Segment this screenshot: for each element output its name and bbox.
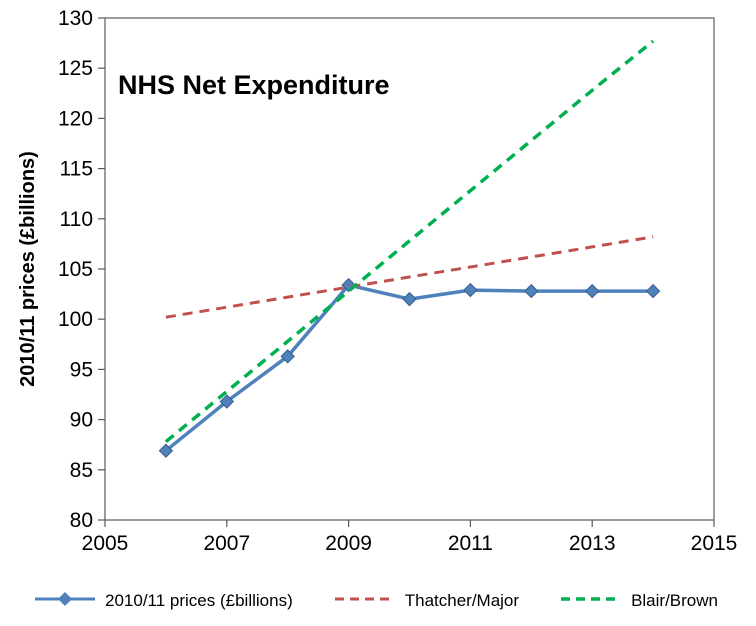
y-tick-label: 120 [58, 107, 93, 130]
x-tick-label: 2009 [325, 532, 372, 555]
series-marker-diamond [219, 394, 235, 409]
legend-label-prices: 2010/11 prices (£billions) [105, 591, 293, 610]
series-marker-diamond [645, 283, 661, 299]
legend-marker-solid-line-diamond-icon [34, 591, 96, 612]
x-tick-label: 2005 [82, 532, 129, 555]
series-marker-diamond [584, 283, 600, 299]
series-marker-diamond [158, 443, 174, 458]
y-tick-label: 85 [70, 459, 93, 482]
legend-item-prices: 2010/11 prices (£billions) [34, 591, 293, 612]
series-line-2 [164, 39, 655, 444]
legend-item-thatcher-major: Thatcher/Major [334, 591, 519, 612]
legend-label-thatcher-major: Thatcher/Major [404, 591, 520, 610]
y-tick-label: 115 [60, 158, 93, 181]
chart-legend: 2010/11 prices (£billions) Thatcher/Majo… [0, 580, 756, 622]
series-line-1 [165, 235, 654, 319]
x-tick-label: 2015 [691, 532, 738, 555]
chart-title: NHS Net Expenditure [118, 70, 390, 100]
y-tick-label: 130 [58, 7, 93, 30]
x-tick-label: 2011 [448, 532, 493, 555]
legend-marker-red-dashed-line-icon [334, 591, 396, 612]
series-marker-diamond [524, 283, 539, 299]
y-axis-title: 2010/11 prices (£billions) [17, 151, 39, 387]
y-tick-label: 100 [58, 308, 93, 331]
legend-item-blair-brown: Blair/Brown [560, 591, 718, 612]
series-marker-diamond [463, 282, 478, 298]
legend-label-blair-brown: Blair/Brown [631, 591, 718, 610]
x-tick-label: 2007 [203, 532, 250, 555]
legend-marker-green-dashed-line-icon [560, 591, 622, 612]
y-tick-label: 90 [70, 409, 93, 432]
series-line-0 [164, 283, 654, 453]
y-tick-label: 105 [58, 258, 93, 281]
chart-plot-area: 80 85 90 95 100 105 110 115 120 125 130 2005 2007 200… [58, 7, 738, 555]
y-tick-label: 110 [60, 208, 93, 231]
series-marker-diamond [402, 291, 417, 307]
series-marker-diamond [280, 349, 295, 364]
y-tick-label: 80 [70, 509, 93, 532]
x-tick-label: 2013 [569, 532, 616, 555]
y-tick-label: 125 [58, 57, 93, 80]
y-tick-label: 95 [70, 358, 93, 381]
